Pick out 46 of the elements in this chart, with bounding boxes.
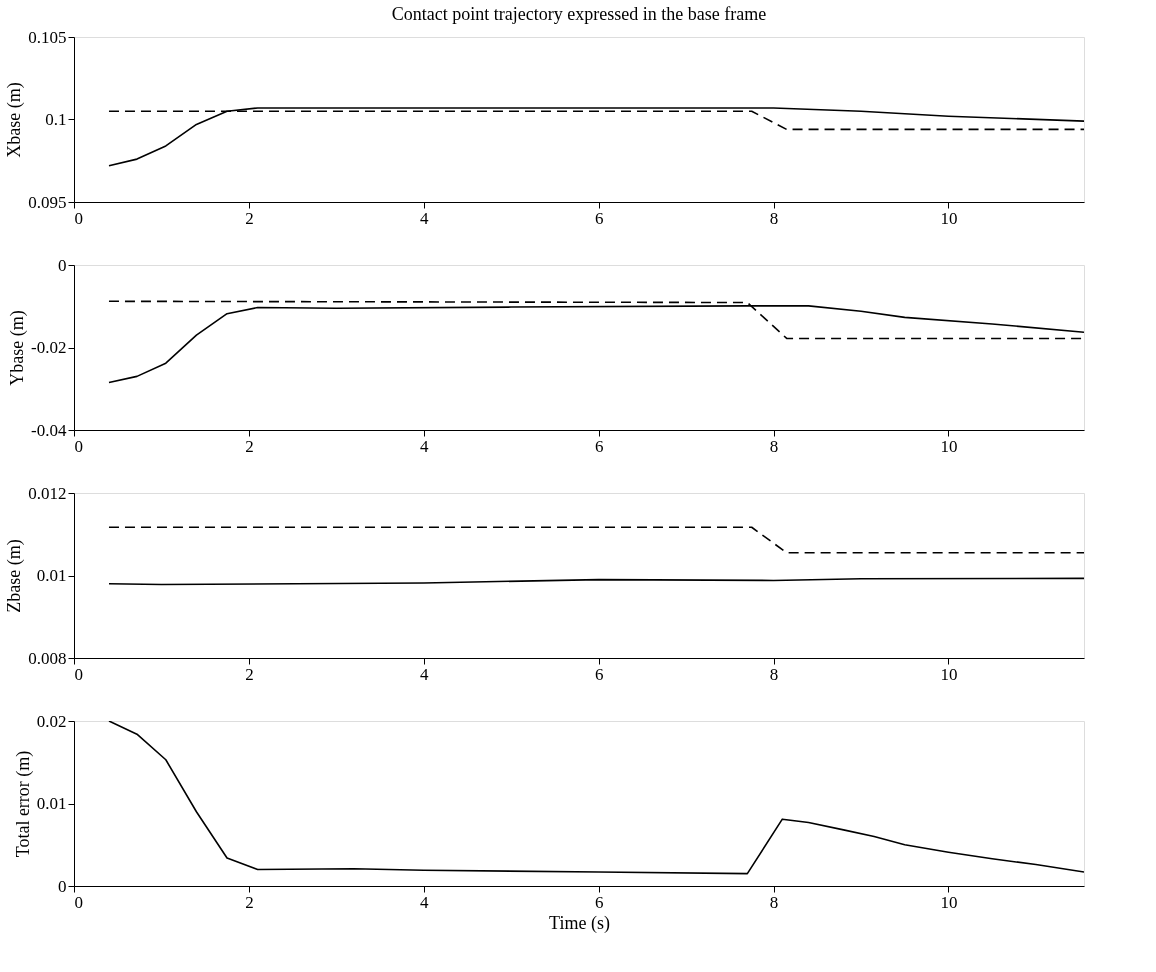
y-axis-title: Zbase (m) xyxy=(4,539,26,613)
x-tick-label: 2 xyxy=(245,436,254,456)
line-series xyxy=(108,721,1084,875)
x-tick-label: 4 xyxy=(420,208,430,228)
y-axis-title: Total error (m) xyxy=(12,750,34,858)
y-axis-title: Xbase (m) xyxy=(4,82,26,158)
y-tick-label: 0.01 xyxy=(36,794,67,813)
line-series xyxy=(108,577,1084,586)
y-tick-label: 0.012 xyxy=(28,483,67,503)
x-tick-label: 4 xyxy=(420,892,430,912)
line-series xyxy=(108,305,1084,384)
x-tick-label: 6 xyxy=(594,664,604,684)
line-series xyxy=(108,107,1084,167)
y-tick-label: 0.01 xyxy=(36,566,67,585)
x-tick-label: 6 xyxy=(594,436,604,456)
x-tick-label: 10 xyxy=(940,892,958,912)
x-tick-label: 4 xyxy=(420,664,430,684)
x-tick-label: 6 xyxy=(594,892,604,912)
x-tick-label: 2 xyxy=(245,664,254,684)
x-tick-label: 6 xyxy=(594,208,604,228)
x-tick-label: 8 xyxy=(769,892,779,912)
x-tick-label: 8 xyxy=(769,664,779,684)
y-tick-label: 0.105 xyxy=(28,27,67,47)
x-tick-label: 10 xyxy=(940,664,958,684)
x-tick-label: 10 xyxy=(940,208,958,228)
x-tick-label: 0 xyxy=(74,664,83,684)
x-tick-label: 2 xyxy=(245,892,254,912)
x-tick-label: 8 xyxy=(769,436,779,456)
x-axis-title: Time (s) xyxy=(549,912,610,934)
chart-title: Contact point trajectory expressed in the base frame xyxy=(391,4,767,24)
y-tick-label: -0.04 xyxy=(31,420,67,440)
y-tick-label: 0 xyxy=(58,876,67,896)
y-tick-label: 0.008 xyxy=(28,648,67,668)
y-axis-title: Ybase (m) xyxy=(7,310,29,386)
y-tick-label: 0.095 xyxy=(28,192,67,212)
x-tick-label: 0 xyxy=(74,892,83,912)
y-tick-label: 0 xyxy=(58,255,67,275)
x-tick-label: 2 xyxy=(245,208,254,228)
x-tick-label: 8 xyxy=(769,208,779,228)
x-tick-label: 4 xyxy=(420,436,430,456)
y-tick-label: -0.02 xyxy=(31,338,67,357)
x-tick-label: 0 xyxy=(74,436,83,456)
x-tick-label: 0 xyxy=(74,208,83,228)
x-tick-label: 10 xyxy=(940,436,958,456)
y-tick-label: 0.02 xyxy=(36,711,67,731)
y-tick-label: 0.1 xyxy=(45,110,67,129)
